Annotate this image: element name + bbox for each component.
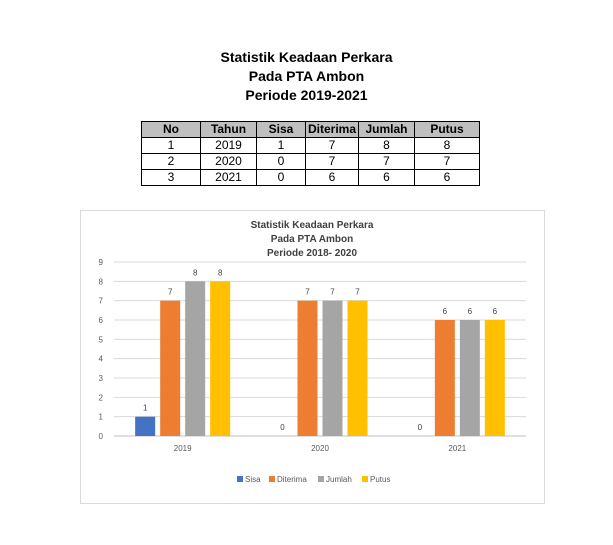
table-cell: 7 bbox=[305, 153, 359, 170]
data-label: 7 bbox=[305, 288, 310, 297]
y-tick-label: 5 bbox=[99, 335, 104, 344]
data-label: 6 bbox=[443, 307, 448, 316]
document-title-line-3: Periode 2019-2021 bbox=[245, 87, 368, 103]
data-label: 6 bbox=[493, 307, 498, 316]
bar-putus-2020 bbox=[347, 300, 368, 436]
bar-putus-2021 bbox=[484, 320, 505, 436]
x-tick-label: 2021 bbox=[448, 444, 466, 453]
bar-chart-svg: Statistik Keadaan Perkara Pada PTA Ambon… bbox=[99, 220, 526, 484]
data-label: 8 bbox=[193, 268, 198, 277]
table-cell: 8 bbox=[358, 137, 415, 154]
header-diterima: Diterima bbox=[305, 121, 359, 138]
table-row: 1 2019 1 7 8 8 bbox=[141, 137, 480, 154]
data-label: 7 bbox=[355, 288, 360, 297]
chart-legend: Sisa Diterima Jumlah Putus bbox=[237, 475, 390, 484]
table-cell: 7 bbox=[305, 137, 359, 154]
legend-swatch-diterima bbox=[269, 476, 275, 482]
legend-swatch-sisa bbox=[237, 476, 243, 482]
chart-title: Statistik Keadaan Perkara Pada PTA Ambon… bbox=[251, 220, 374, 259]
table-row: 2 2020 0 7 7 7 bbox=[141, 153, 480, 170]
chart-title-line-2: Pada PTA Ambon bbox=[271, 234, 353, 245]
bar-jumlah-2020 bbox=[322, 300, 343, 436]
table-cell: 0 bbox=[256, 169, 306, 186]
x-axis-ticks: 2019 2020 2021 bbox=[174, 444, 467, 453]
data-label: 7 bbox=[168, 288, 173, 297]
chart-title-line-1: Statistik Keadaan Perkara bbox=[251, 220, 374, 231]
data-label: 0 bbox=[418, 423, 423, 432]
y-tick-label: 9 bbox=[99, 258, 104, 267]
document-title: Statistik Keadaan Perkara Pada PTA Ambon… bbox=[0, 48, 613, 105]
table-row: 3 2021 0 6 6 6 bbox=[141, 169, 480, 186]
bar-diterima-2019 bbox=[160, 300, 181, 436]
bar-sisa-2019 bbox=[135, 416, 156, 436]
x-tick-label: 2019 bbox=[174, 444, 192, 453]
bar-diterima-2021 bbox=[434, 320, 455, 436]
table-cell: 6 bbox=[414, 169, 480, 186]
y-tick-label: 4 bbox=[99, 355, 104, 364]
data-label: 1 bbox=[143, 404, 148, 413]
table-cell: 3 bbox=[141, 169, 201, 186]
table-cell: 2021 bbox=[200, 169, 257, 186]
bar-diterima-2020 bbox=[297, 300, 318, 436]
legend-label-sisa: Sisa bbox=[245, 475, 261, 484]
y-tick-label: 6 bbox=[99, 316, 104, 325]
chart-bars bbox=[135, 281, 505, 436]
y-tick-label: 2 bbox=[99, 393, 104, 402]
table-cell: 0 bbox=[256, 153, 306, 170]
y-tick-label: 1 bbox=[99, 413, 104, 422]
table-cell: 6 bbox=[358, 169, 415, 186]
table-cell: 6 bbox=[305, 169, 359, 186]
table-cell: 2019 bbox=[200, 137, 257, 154]
bar-jumlah-2019 bbox=[185, 281, 206, 436]
bar-jumlah-2021 bbox=[459, 320, 480, 436]
table-cell: 7 bbox=[414, 153, 480, 170]
y-tick-label: 0 bbox=[99, 432, 104, 441]
table-cell: 1 bbox=[256, 137, 306, 154]
y-tick-label: 8 bbox=[99, 277, 104, 286]
header-jumlah: Jumlah bbox=[358, 121, 415, 138]
y-tick-label: 3 bbox=[99, 374, 104, 383]
legend-swatch-putus bbox=[362, 476, 368, 482]
legend-swatch-jumlah bbox=[318, 476, 324, 482]
table-cell: 2020 bbox=[200, 153, 257, 170]
data-label: 0 bbox=[280, 423, 285, 432]
y-tick-label: 7 bbox=[99, 297, 104, 306]
table-cell: 1 bbox=[141, 137, 201, 154]
x-tick-label: 2020 bbox=[311, 444, 329, 453]
chart-data-labels: 1 7 8 8 0 7 7 7 0 6 6 6 bbox=[143, 268, 498, 432]
bar-putus-2019 bbox=[210, 281, 231, 436]
document-title-line-1: Statistik Keadaan Perkara bbox=[220, 49, 393, 65]
chart-title-line-3: Periode 2018- 2020 bbox=[267, 248, 357, 259]
y-axis-ticks: 0 1 2 3 4 5 6 7 8 9 bbox=[99, 258, 104, 441]
data-label: 7 bbox=[330, 288, 335, 297]
legend-label-jumlah: Jumlah bbox=[326, 475, 352, 484]
bar-chart: Statistik Keadaan Perkara Pada PTA Ambon… bbox=[80, 210, 545, 504]
header-sisa: Sisa bbox=[256, 121, 306, 138]
document-title-line-2: Pada PTA Ambon bbox=[248, 68, 365, 84]
data-label: 8 bbox=[218, 268, 223, 277]
table-cell: 8 bbox=[414, 137, 480, 154]
data-label: 6 bbox=[468, 307, 473, 316]
header-putus: Putus bbox=[414, 121, 480, 138]
statistics-table: No Tahun Sisa Diterima Jumlah Putus 1 20… bbox=[141, 121, 480, 186]
table-cell: 2 bbox=[141, 153, 201, 170]
legend-label-diterima: Diterima bbox=[277, 475, 307, 484]
header-tahun: Tahun bbox=[200, 121, 257, 138]
table-header-row: No Tahun Sisa Diterima Jumlah Putus bbox=[141, 121, 480, 138]
legend-label-putus: Putus bbox=[370, 475, 390, 484]
chart-gridlines bbox=[114, 261, 526, 437]
header-no: No bbox=[141, 121, 201, 138]
table-cell: 7 bbox=[358, 153, 415, 170]
